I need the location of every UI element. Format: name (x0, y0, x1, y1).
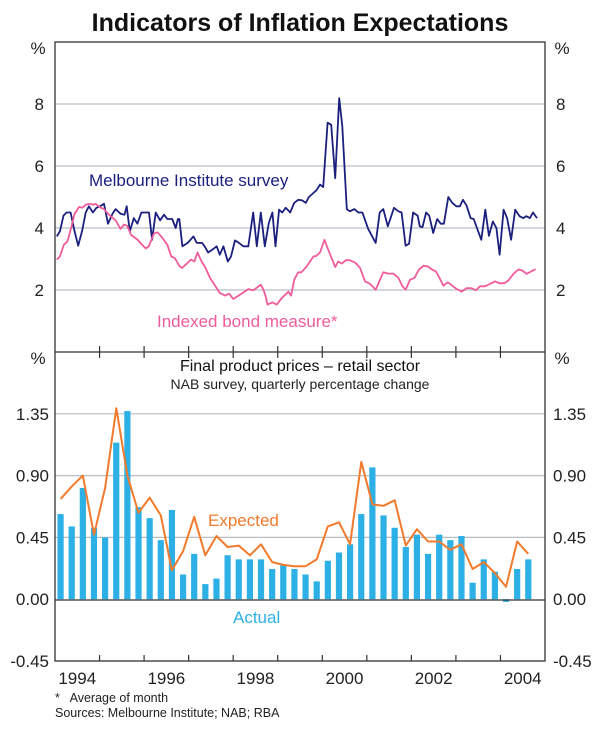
actual-bar (525, 559, 532, 600)
actual-bar (469, 582, 476, 600)
x-tick-label: 2000 (326, 669, 364, 688)
bottom-left-ytick-label: 0.90 (16, 467, 49, 486)
actual-bar (168, 509, 176, 600)
x-tick-label: 2002 (415, 669, 453, 688)
bottom-left-ytick-label: 0.00 (16, 590, 49, 609)
actual-bar (146, 518, 153, 600)
x-tick-label: 1996 (147, 669, 185, 688)
actual-bar (358, 514, 365, 600)
actual-bar (302, 574, 309, 600)
actual-bar (447, 540, 454, 600)
bottom-panel-title: Final product prices – retail sector (180, 358, 421, 375)
legend-actual: Actual (233, 608, 280, 627)
x-tick-label: 1994 (58, 669, 96, 688)
footnote-sources: Sources: Melbourne Institute; NAB; RBA (55, 706, 280, 720)
actual-bar (179, 574, 187, 600)
footnote-average: * Average of month (55, 691, 168, 705)
actual-bar (380, 515, 387, 600)
actual-bar (246, 559, 253, 600)
top-left-unit-label: % (30, 39, 45, 58)
legend-expected: Expected (208, 511, 279, 530)
top-right-ytick-label: 2 (556, 281, 565, 300)
actual-bar (191, 553, 198, 600)
x-axis-tick-labels: 1994 1996 1998 2000 2002 2004 (58, 669, 541, 688)
expected-line (59, 407, 530, 588)
top-panel-gridlines (55, 103, 545, 291)
actual-bar (480, 559, 487, 600)
melbourne-institute-line (56, 97, 538, 263)
actual-bar (269, 568, 276, 600)
actual-bar (324, 560, 331, 600)
legend-melbourne-institute: Melbourne Institute survey (89, 171, 289, 190)
x-tick-label: 2004 (504, 669, 542, 688)
top-right-unit-label: % (554, 39, 569, 58)
actual-bar (213, 578, 220, 600)
bottom-right-unit-label: % (554, 349, 569, 368)
bottom-left-ytick-label: -0.45 (10, 652, 49, 671)
actual-bar (157, 540, 164, 600)
actual-bar (235, 559, 242, 600)
top-left-ytick-label: 6 (35, 157, 44, 176)
x-axis-ticks (98, 346, 502, 661)
actual-bar (335, 552, 343, 600)
actual-bars (57, 411, 532, 602)
chart-title: Indicators of Inflation Expectations (92, 9, 509, 37)
x-tick-label: 1998 (237, 669, 275, 688)
top-right-ytick-label: 4 (556, 219, 565, 238)
actual-bar (113, 442, 120, 600)
top-left-ytick-label: 2 (35, 281, 44, 300)
actual-bar (436, 534, 443, 600)
series-lines (56, 97, 538, 588)
y-axis-tick-labels: 2 2 4 4 6 6 8 8 -0.45 -0.45 0.00 0.00 0.45 0.45 0.90 0.… (10, 95, 592, 671)
actual-bar (79, 487, 86, 600)
bottom-left-ytick-label: 0.45 (16, 528, 49, 547)
bottom-left-unit-label: % (30, 349, 45, 368)
bottom-right-ytick-label: 0.90 (553, 467, 586, 486)
actual-bar (224, 555, 231, 600)
actual-bar (391, 527, 398, 600)
actual-bar (347, 544, 354, 600)
actual-bar (102, 537, 109, 600)
actual-bar (313, 581, 320, 600)
actual-bar (369, 467, 376, 600)
actual-bar (402, 547, 409, 600)
actual-bar (257, 559, 265, 600)
actual-bar (280, 564, 287, 600)
actual-bar (514, 568, 521, 600)
legend-indexed-bond: Indexed bond measure* (157, 312, 338, 331)
bottom-right-ytick-label: 1.35 (553, 405, 586, 424)
actual-bar (291, 568, 298, 600)
actual-bar (57, 514, 64, 600)
actual-bar (491, 571, 498, 600)
actual-bar (124, 411, 131, 600)
bottom-panel-subtitle: NAB survey, quarterly percentage change (171, 376, 430, 392)
actual-bar (458, 536, 465, 600)
top-left-ytick-label: 4 (35, 219, 44, 238)
top-right-ytick-label: 6 (556, 157, 565, 176)
bottom-left-ytick-label: 1.35 (16, 405, 49, 424)
actual-bar (413, 534, 421, 600)
top-right-ytick-label: 8 (556, 95, 565, 114)
actual-bar (90, 527, 98, 600)
bottom-right-ytick-label: 0.00 (553, 590, 586, 609)
bottom-right-ytick-label: 0.45 (553, 528, 586, 547)
actual-bar (202, 584, 209, 600)
indexed-bond-line (56, 202, 537, 306)
actual-bar (424, 553, 432, 600)
bottom-right-ytick-label: -0.45 (553, 652, 592, 671)
actual-bar (135, 507, 142, 600)
actual-bar (68, 526, 75, 600)
top-left-ytick-label: 8 (35, 95, 44, 114)
